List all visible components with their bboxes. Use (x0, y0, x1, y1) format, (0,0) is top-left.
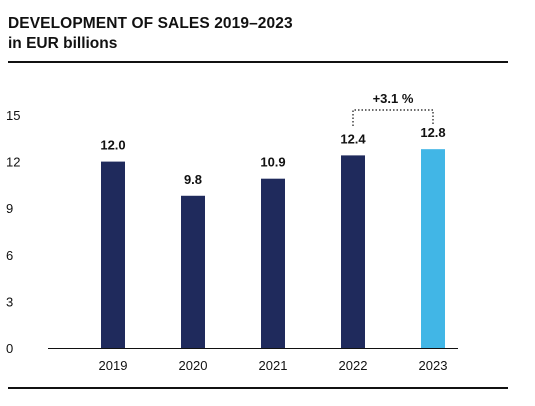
value-label-2022: 12.4 (340, 131, 366, 146)
growth-bracket (352, 109, 434, 126)
x-tick-label-2022: 2022 (339, 358, 368, 373)
value-label-2019: 12.0 (100, 138, 125, 153)
x-axis-ticks: 2019 2020 2021 2022 2023 (99, 358, 448, 373)
x-tick-label-2020: 2020 (179, 358, 208, 373)
value-label-2023: 12.8 (420, 125, 445, 140)
x-tick-label-2023: 2023 (419, 358, 448, 373)
header-divider (8, 61, 508, 63)
value-label-2021: 10.9 (260, 155, 285, 170)
y-tick-label: 3 (6, 294, 13, 309)
bar-2023 (421, 149, 445, 348)
y-tick-label: 12 (6, 155, 20, 170)
bar-2019 (101, 161, 125, 348)
footer-divider (8, 387, 508, 389)
bars (101, 149, 445, 348)
bar-2021 (261, 178, 285, 348)
y-tick-label: 9 (6, 201, 13, 216)
bar-2022 (341, 155, 365, 348)
x-tick-label-2019: 2019 (99, 358, 128, 373)
growth-label: +3.1 % (373, 91, 414, 106)
x-tick-label-2021: 2021 (259, 358, 288, 373)
y-tick-label: 0 (6, 341, 13, 356)
value-labels: 12.0 9.8 10.9 12.4 12.8 (100, 125, 445, 187)
chart-subtitle: in EUR billions (8, 35, 118, 52)
growth-annotation: +3.1 % (352, 91, 434, 126)
y-tick-label: 6 (6, 248, 13, 263)
bar-2020 (181, 195, 205, 348)
chart-title: DEVELOPMENT OF SALES 2019–2023 (8, 15, 293, 32)
value-label-2020: 9.8 (184, 172, 202, 187)
y-tick-label: 15 (6, 108, 20, 123)
y-axis-ticks: 0 3 6 9 12 15 (6, 108, 20, 356)
